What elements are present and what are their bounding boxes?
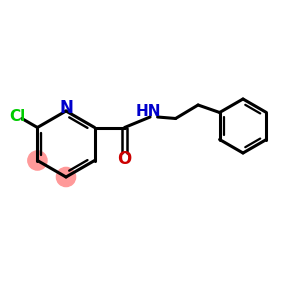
Text: O: O — [118, 150, 132, 168]
Text: N: N — [59, 99, 73, 117]
Text: HN: HN — [136, 104, 161, 119]
Text: Cl: Cl — [9, 109, 26, 124]
Circle shape — [56, 167, 76, 187]
Circle shape — [28, 151, 47, 170]
